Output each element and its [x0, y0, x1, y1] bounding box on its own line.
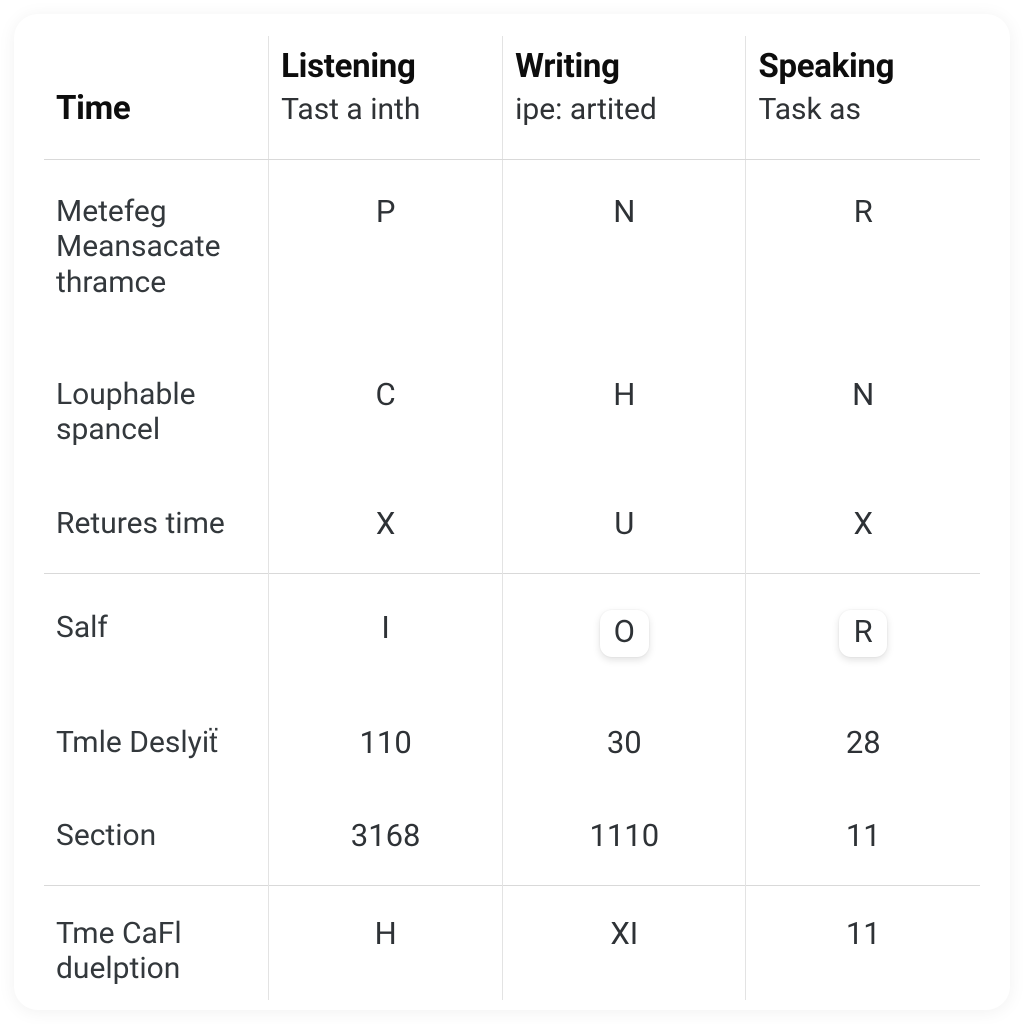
header-row: Time Listening Tast a inth Writing ipe: … — [44, 36, 980, 159]
row-label: Retures time — [44, 480, 269, 574]
col-subtitle: Tast a inth — [281, 91, 490, 129]
row-label: Tme CaFl duelption — [44, 886, 269, 1000]
cell-value: R — [746, 159, 980, 351]
cell-value: X — [746, 480, 980, 574]
table-body: Metefeg Meansacate thramcePNRLouphable s… — [44, 159, 980, 1000]
table-row: Metefeg Meansacate thramcePNR — [44, 159, 980, 351]
col-title: Time — [56, 88, 256, 129]
cell-value: R — [746, 574, 980, 699]
col-subtitle: ipe: artited — [515, 91, 733, 129]
col-header-writing: Writing ipe: artited — [503, 36, 746, 159]
cell-value: XI — [503, 886, 746, 1000]
table-row: Tmle Deslyiẗ1103028 — [44, 699, 980, 792]
col-title: Speaking — [758, 46, 968, 87]
row-label: Tmle Deslyiẗ — [44, 699, 269, 792]
table-row: Section3168111011 — [44, 792, 980, 886]
col-header-time: Time — [44, 36, 269, 159]
cell-value: C — [269, 351, 503, 480]
row-label: Salf — [44, 574, 269, 699]
row-label: Louphable spancel — [44, 351, 269, 480]
keycap: O — [600, 610, 649, 657]
cell-value: H — [269, 886, 503, 1000]
data-table: Time Listening Tast a inth Writing ipe: … — [44, 36, 980, 1000]
cell-value: 30 — [503, 699, 746, 792]
col-title: Writing — [515, 46, 733, 87]
cell-value: 3168 — [269, 792, 503, 886]
cell-value: P — [269, 159, 503, 351]
cell-value: 110 — [269, 699, 503, 792]
cell-value: U — [503, 480, 746, 574]
table-row: SalfI O R — [44, 574, 980, 699]
cell-value: 11 — [746, 886, 980, 1000]
keycap: R — [839, 610, 887, 657]
cell-value: O — [503, 574, 746, 699]
cell-value: I — [269, 574, 503, 699]
cell-value: N — [746, 351, 980, 480]
row-label: Metefeg Meansacate thramce — [44, 159, 269, 351]
table-row: Retures timeXUX — [44, 480, 980, 574]
cell-value: H — [503, 351, 746, 480]
col-title: Listening — [281, 46, 490, 87]
table-row: Louphable spancelCHN — [44, 351, 980, 480]
cell-value: X — [269, 480, 503, 574]
col-header-speaking: Speaking Task as — [746, 36, 980, 159]
table-row: Tme CaFl duelptionHXI11 — [44, 886, 980, 1000]
row-label: Section — [44, 792, 269, 886]
col-subtitle: Task as — [758, 91, 968, 129]
table-card: Time Listening Tast a inth Writing ipe: … — [14, 14, 1010, 1010]
cell-value: 1110 — [503, 792, 746, 886]
cell-value: 28 — [746, 699, 980, 792]
cell-value: N — [503, 159, 746, 351]
cell-value: 11 — [746, 792, 980, 886]
col-header-listening: Listening Tast a inth — [269, 36, 503, 159]
